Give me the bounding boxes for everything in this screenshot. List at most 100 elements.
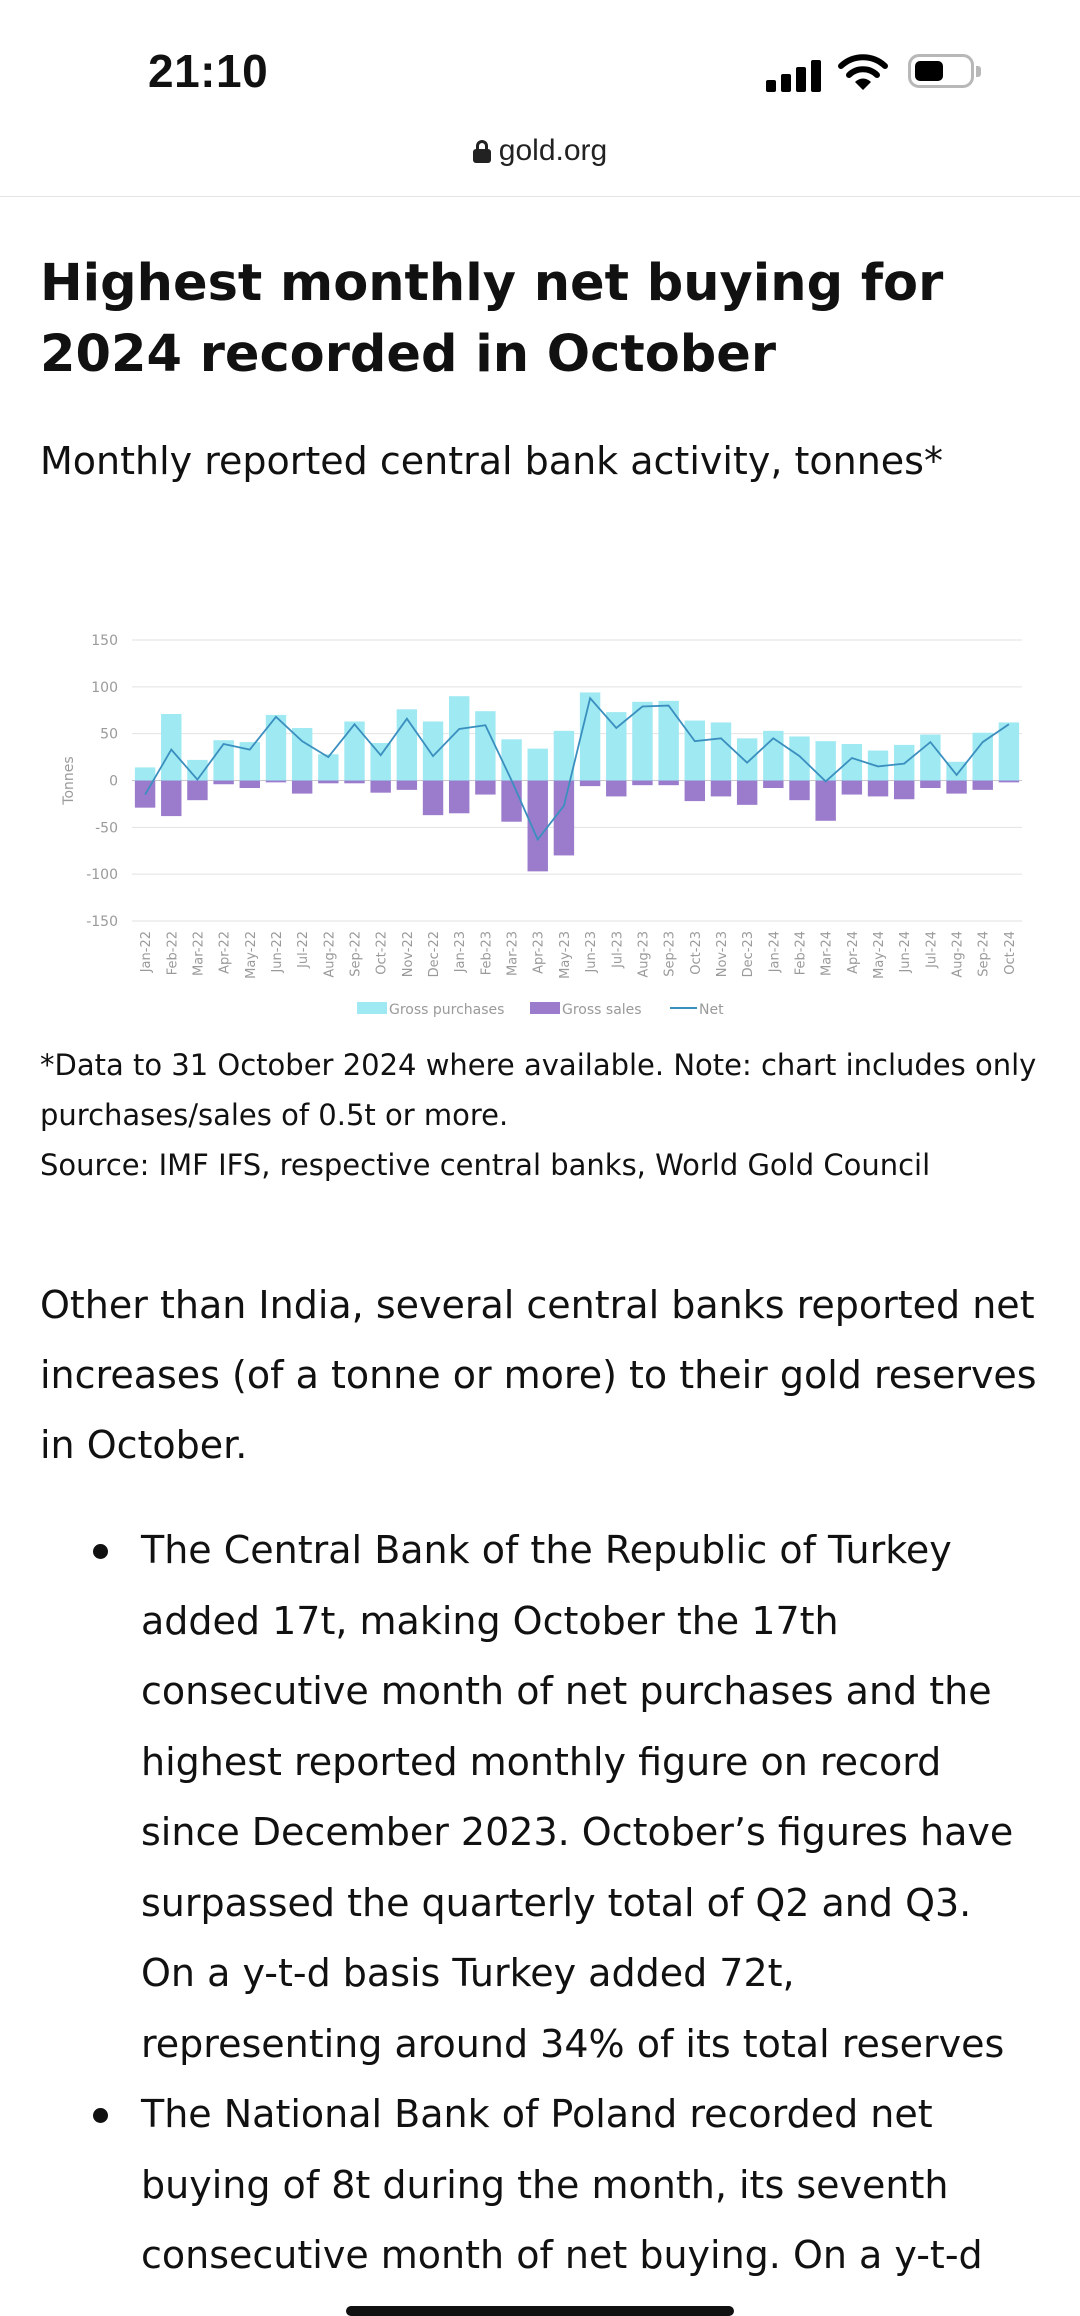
bar-gross-sales [553,780,575,856]
bar-gross-purchases [187,759,208,781]
bar-gross-purchases [161,713,182,781]
bar-gross-sales [213,780,234,785]
x-tick-label: Sep-23 [663,931,678,977]
bar-gross-sales [422,780,444,816]
bar-gross-purchases [579,692,601,781]
bar-gross-purchases [658,700,679,781]
bar-gross-sales [370,780,391,793]
y-tick-label: -150 [86,914,118,930]
x-tick-label: Oct-22 [375,931,390,975]
x-tick-label: Apr-23 [532,931,547,974]
central-bank-activity-chart: 150 100 50 0 -50 -100 -150 Tonnes Jan-22 Feb-22 Ma… [61,633,1022,1018]
bar-gross-purchases [527,748,548,781]
bullet-list: The Central Bank of the Republic of Turk… [0,1515,1080,2291]
bar-gross-purchases [318,754,339,781]
bar-gross-sales [736,780,758,805]
bar-gross-purchases [789,736,810,781]
bar-gross-purchases [344,721,365,781]
bar-gross-sales [815,780,836,821]
bar-gross-sales [946,780,967,794]
bar-gross-purchases [291,728,313,781]
home-indicator[interactable] [346,2306,734,2316]
x-tick-label: Jul-23 [610,931,625,969]
bullet-dot [93,2108,108,2123]
bullet-item: The Central Bank of the Republic of Turk… [0,1515,1031,2079]
bar-gross-sales [187,780,208,801]
legend-label-net: Net [699,1002,724,1018]
bar-gross-sales [291,780,313,794]
bar-gross-purchases [475,711,496,781]
y-tick-label: 100 [91,680,118,696]
bar-gross-sales [893,780,915,800]
legend-label-gross-sales: Gross sales [562,1002,642,1018]
bar-gross-purchases [606,712,627,781]
bar-gross-purchases [239,742,261,781]
address-bar[interactable]: gold.org [0,120,1080,197]
bar-gross-sales [841,780,863,795]
bar-gross-sales [265,780,287,783]
x-tick-label: Mar-23 [506,931,521,976]
x-tick-label: May-24 [872,931,887,979]
bullet-text: The National Bank of Poland recorded net… [141,2092,983,2277]
x-tick-label: Jan-23 [453,931,468,973]
x-tick-label: Jun-24 [898,931,913,974]
x-tick-label: Sep-22 [349,931,364,977]
chart-note: *Data to 31 October 2024 where available… [40,1048,1037,1132]
bar-gross-sales [161,780,182,817]
legend-swatch-gross-purchases [357,1002,387,1014]
bar-gross-sales [684,780,706,802]
bar-gross-sales [789,780,810,801]
bar-gross-sales [606,780,627,797]
bar-gross-sales [475,780,496,795]
chart-source: Source: IMF IFS, respective central bank… [40,1148,931,1182]
bar-gross-sales [239,780,261,788]
bar-gross-purchases [370,743,391,781]
bar-gross-purchases [501,739,522,781]
legend-swatch-gross-sales [530,1002,560,1014]
lock-icon [472,140,491,163]
chart-footnote: *Data to 31 October 2024 where available… [40,1040,1050,1190]
legend-label-gross-purchases: Gross purchases [389,1002,504,1018]
url-display[interactable]: gold.org [0,134,1080,168]
bar-gross-purchases [684,720,706,781]
bar-gross-sales [344,780,365,784]
bar-gross-sales [658,780,679,786]
x-tick-label: Jan-24 [767,931,782,973]
x-tick-label: Nov-23 [715,931,730,977]
x-tick-label: Oct-23 [689,931,704,975]
x-tick-label: Apr-22 [218,931,233,974]
x-tick-label: Jun-23 [584,931,599,974]
bar-gross-purchases [632,701,653,781]
x-tick-label: Mar-22 [191,931,206,976]
x-tick-label: Feb-24 [794,931,809,975]
bar-gross-sales [501,780,522,822]
y-tick-label: -100 [86,867,118,883]
body-paragraph: Other than India, several central banks … [40,1283,1037,1467]
bar-gross-sales [396,780,418,790]
bar-gross-purchases [736,738,758,781]
bar-gross-purchases [448,696,470,781]
bar-gross-sales [632,780,653,786]
chart-container: 150 100 50 0 -50 -100 -150 Tonnes Jan-22 Feb-22 Ma… [40,610,1040,1030]
bar-gross-sales [318,780,339,784]
status-bar: 21:10 [0,0,1080,120]
y-tick-label: -50 [95,820,118,836]
x-tick-label: Feb-23 [479,931,494,975]
bar-gross-sales [527,780,548,872]
bar-gross-purchases [946,761,967,781]
bar-gross-sales [579,780,601,787]
x-tick-label: Jun-22 [270,931,285,974]
wifi-icon [838,54,888,90]
x-tick-label: Feb-22 [165,931,180,975]
y-axis-label: Tonnes [61,756,77,805]
x-tick-label: Dec-22 [427,931,442,977]
bullet-item: The National Bank of Poland recorded net… [0,2079,1031,2291]
bar-gross-purchases [841,743,863,781]
x-tick-label: Dec-23 [741,931,756,977]
bar-gross-sales [763,780,784,788]
status-time: 21:10 [148,45,269,97]
bar-gross-sales [710,780,732,797]
bar-gross-purchases [815,741,836,781]
bar-gross-purchases [998,722,1020,781]
x-tick-label: Nov-22 [401,931,416,977]
